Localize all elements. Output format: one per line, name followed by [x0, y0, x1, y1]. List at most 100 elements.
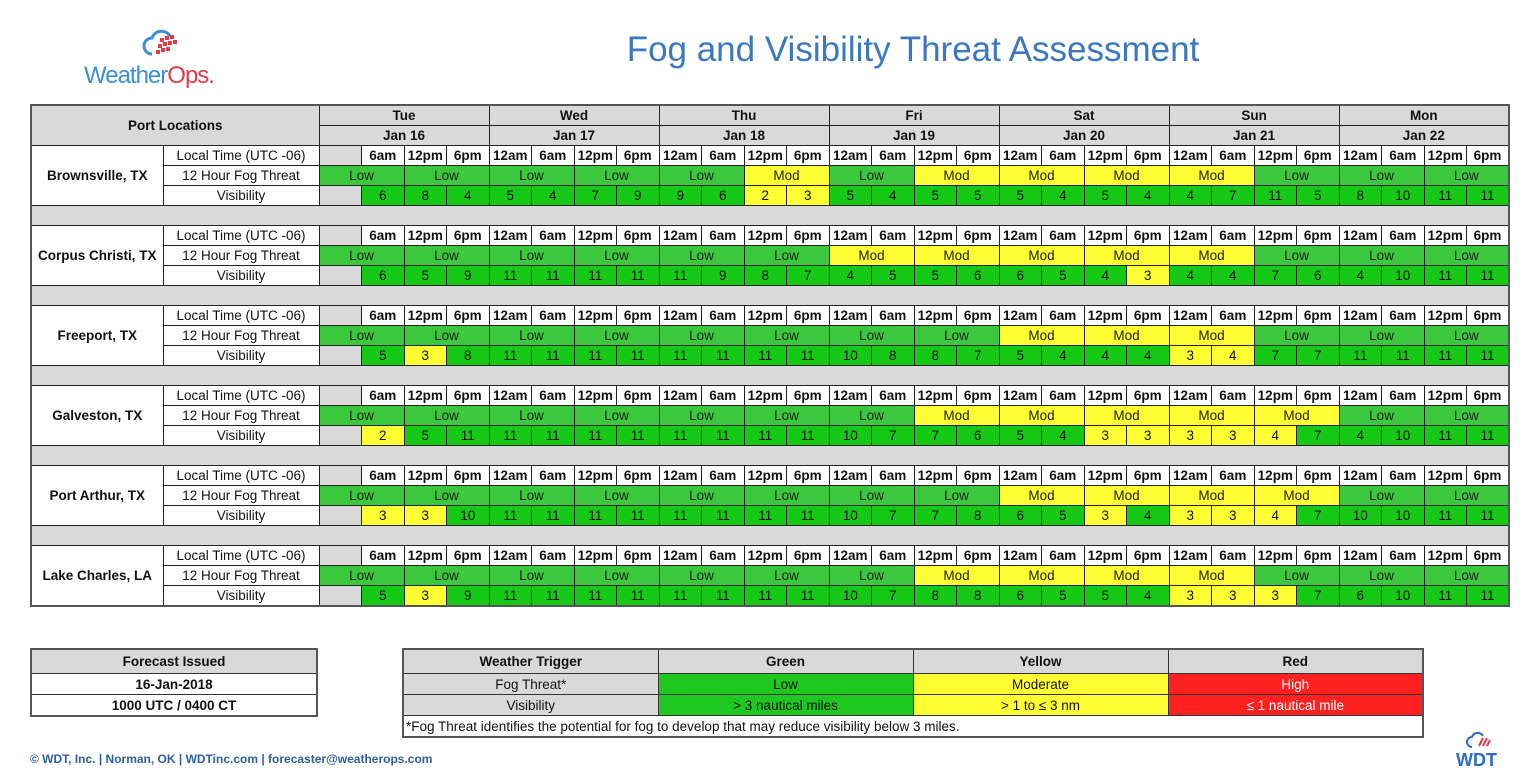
time-slot-header: 12am — [1168, 305, 1213, 326]
time-slot-header: 12am — [658, 225, 703, 246]
visibility-cell: 7 — [1253, 265, 1298, 286]
time-slot-header: 12am — [658, 385, 703, 406]
time-slot-header: 12pm — [743, 385, 788, 406]
fog-threat-cell: Low — [573, 165, 660, 186]
fog-threat-cell: Low — [318, 165, 405, 186]
fog-threat-cell: Low — [1423, 245, 1510, 266]
fog-threat-cell: Low — [1423, 485, 1510, 506]
visibility-cell: 7 — [913, 425, 958, 446]
visibility-cell: 5 — [998, 425, 1043, 446]
time-slot-header: 6pm — [1466, 145, 1510, 166]
date-header: Jan 21 — [1168, 125, 1340, 146]
visibility-cell: 11 — [701, 345, 745, 366]
time-slot-header: 6pm — [1126, 225, 1170, 246]
port-separator — [30, 445, 1510, 466]
visibility-cell: 4 — [531, 185, 575, 206]
visibility-cell: 11 — [786, 585, 830, 607]
visibility-cell: 3 — [1083, 505, 1128, 526]
time-slot-header: 12am — [1168, 465, 1213, 486]
visibility-row: Visibility 2 5 11 11 11 11 11 11 11 11 11 10 7 7 6 5 4 3 3 3… — [31, 425, 1510, 446]
visibility-cell: 11 — [1466, 425, 1510, 446]
visibility-cell: 11 — [658, 425, 703, 446]
time-slot-header: 6pm — [956, 145, 1000, 166]
fog-threat-table: Port Locations Tue Wed Thu Fri Sat Sun Mon Jan 1… — [30, 104, 1511, 607]
fog-threat-cell: Low — [403, 485, 490, 506]
time-slot-header: 6pm — [616, 385, 660, 406]
visibility-cell: 5 — [1041, 505, 1085, 526]
cloud-icon — [142, 29, 177, 56]
visibility-cell: 11 — [573, 345, 618, 366]
time-slot-header: 6pm — [1126, 385, 1170, 406]
time-slot-header: 12am — [998, 225, 1043, 246]
visibility-cell: 7 — [1253, 345, 1298, 366]
time-slot-header: 6pm — [446, 225, 490, 246]
local-time-label: Local Time (UTC -06) — [162, 545, 320, 566]
fog-threat-row: 12 Hour Fog Threat Low Low Low Low Low Low Low M… — [31, 565, 1510, 586]
visibility-row: Visibility 5 3 8 11 11 11 11 11 11 11 11 10 8 8 7 5 4 4 4 3 4… — [31, 345, 1510, 366]
fog-threat-cell: Mod — [913, 165, 1000, 186]
visibility-cell: 11 — [1423, 265, 1468, 286]
visibility-label: Visibility — [162, 345, 320, 366]
legend-fog-label: Fog Threat* — [402, 673, 659, 695]
time-slot-header: 6pm — [1296, 385, 1340, 406]
time-slot-header: 12am — [828, 385, 873, 406]
visibility-cell: 10 — [828, 585, 873, 607]
time-slot-header: 12pm — [1083, 225, 1128, 246]
visibility-cell: 5 — [871, 265, 915, 286]
fog-threat-cell: Mod — [913, 245, 1000, 266]
time-slot-header: 6pm — [956, 225, 1000, 246]
time-slot-header: 6pm — [956, 465, 1000, 486]
time-slot-header: 12pm — [403, 225, 448, 246]
time-slot-header: 12pm — [1083, 145, 1128, 166]
time-slot-header: 12am — [1338, 385, 1383, 406]
visibility-cell: 11 — [1466, 265, 1510, 286]
time-slot-header: 12am — [658, 305, 703, 326]
time-slot-header: 12pm — [1423, 545, 1468, 566]
visibility-row: Visibility 6 5 9 11 11 11 11 11 9 8 7 4 5 5 6 6 5 4 3 4 4 7 6 4 1… — [31, 265, 1510, 286]
visibility-cell: 11 — [573, 505, 618, 526]
fog-threat-cell: Low — [318, 485, 405, 506]
fog-threat-cell: Low — [403, 565, 490, 586]
time-slot-header: 6am — [701, 545, 745, 566]
local-time-label: Local Time (UTC -06) — [162, 305, 320, 326]
fog-threat-cell: Mod — [1253, 405, 1340, 426]
fog-threat-cell: Low — [913, 325, 1000, 346]
port-name: Lake Charles, LA — [30, 545, 164, 607]
visibility-cell: 3 — [403, 505, 448, 526]
day-header: Sun — [1168, 104, 1340, 126]
time-slot-header: 12am — [488, 145, 533, 166]
visibility-cell: 4 — [1041, 185, 1085, 206]
time-slot-header: 6am — [701, 465, 745, 486]
visibility-cell: 10 — [1381, 185, 1425, 206]
time-slot-header: 6am — [871, 385, 915, 406]
local-time-label: Local Time (UTC -06) — [162, 145, 320, 166]
port-locations-header: Port Locations — [30, 104, 320, 146]
time-slot-header: 6pm — [616, 545, 660, 566]
fog-threat-cell: Mod — [1168, 245, 1255, 266]
time-slot-header: 12pm — [1253, 225, 1298, 246]
time-slot-header: 12am — [488, 225, 533, 246]
time-slot-header: 12am — [1168, 145, 1213, 166]
visibility-cell: 3 — [1126, 425, 1170, 446]
time-slot-header: 6am — [531, 305, 575, 326]
time-slot-header: 6pm — [616, 225, 660, 246]
visibility-cell: 11 — [743, 425, 788, 446]
visibility-cell: 8 — [913, 585, 958, 607]
fog-threat-cell: Low — [1338, 565, 1425, 586]
visibility-cell: 10 — [828, 505, 873, 526]
time-slot-header: 12am — [828, 305, 873, 326]
visibility-cell: 11 — [658, 345, 703, 366]
time-slot-header: 6pm — [1126, 545, 1170, 566]
time-slot-header: 6am — [361, 225, 405, 246]
logo-text-ops: Ops. — [167, 62, 215, 89]
time-slot-header: 12am — [998, 465, 1043, 486]
visibility-cell: 3 — [1168, 425, 1213, 446]
fog-threat-cell: Low — [743, 485, 830, 506]
visibility-cell: 8 — [913, 345, 958, 366]
time-slot-header: 12pm — [1083, 305, 1128, 326]
fog-threat-cell: Mod — [1083, 245, 1170, 266]
time-slot-header: 12pm — [743, 545, 788, 566]
fog-threat-cell: Mod — [1253, 485, 1340, 506]
fog-threat-label: 12 Hour Fog Threat — [162, 165, 320, 186]
visibility-cell: 11 — [658, 265, 703, 286]
